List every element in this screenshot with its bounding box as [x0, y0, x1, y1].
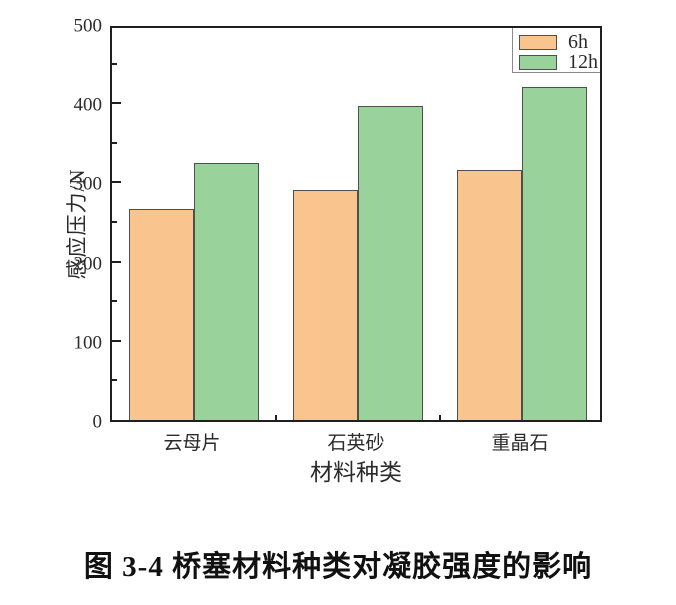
x-category-label: 重晶石	[491, 433, 549, 454]
y-tick-label: 0	[92, 411, 103, 433]
y-major-tick	[112, 260, 121, 263]
y-tick-label: 500	[73, 15, 103, 37]
plot-frame: 6h 12h	[110, 26, 602, 422]
x-minor-tick	[439, 415, 441, 420]
y-minor-tick	[112, 141, 117, 144]
legend: 6h 12h	[512, 28, 600, 73]
y-tick-label: 100	[73, 332, 103, 354]
y-axis-title: 感应压力/N	[65, 168, 89, 280]
y-minor-tick	[112, 379, 117, 382]
y-major-tick	[112, 339, 121, 342]
legend-label: 12h	[568, 51, 598, 73]
y-minor-tick	[112, 62, 117, 65]
bar-6h-石英砂	[293, 189, 358, 420]
bar-6h-重晶石	[457, 169, 522, 420]
y-tick-label: 400	[73, 94, 103, 116]
x-minor-tick	[275, 415, 277, 420]
x-category-label: 云母片	[163, 433, 221, 454]
bar-12h-石英砂	[358, 106, 423, 420]
legend-item-6h: 6h	[519, 31, 600, 53]
y-major-tick	[112, 102, 121, 105]
bar-12h-重晶石	[522, 86, 587, 420]
y-major-tick	[112, 181, 121, 184]
bar-6h-云母片	[129, 208, 194, 420]
legend-label: 6h	[568, 31, 588, 53]
legend-swatch-6h-icon	[519, 34, 557, 50]
legend-item-12h: 12h	[519, 51, 600, 73]
legend-swatch-12h-icon	[519, 54, 557, 70]
x-axis-title: 材料种类	[310, 460, 402, 485]
y-minor-tick	[112, 221, 117, 223]
figure-caption: 图 3-4 桥塞材料种类对凝胶强度的影响	[83, 551, 593, 583]
bar-12h-云母片	[194, 162, 259, 420]
y-minor-tick	[112, 300, 117, 303]
